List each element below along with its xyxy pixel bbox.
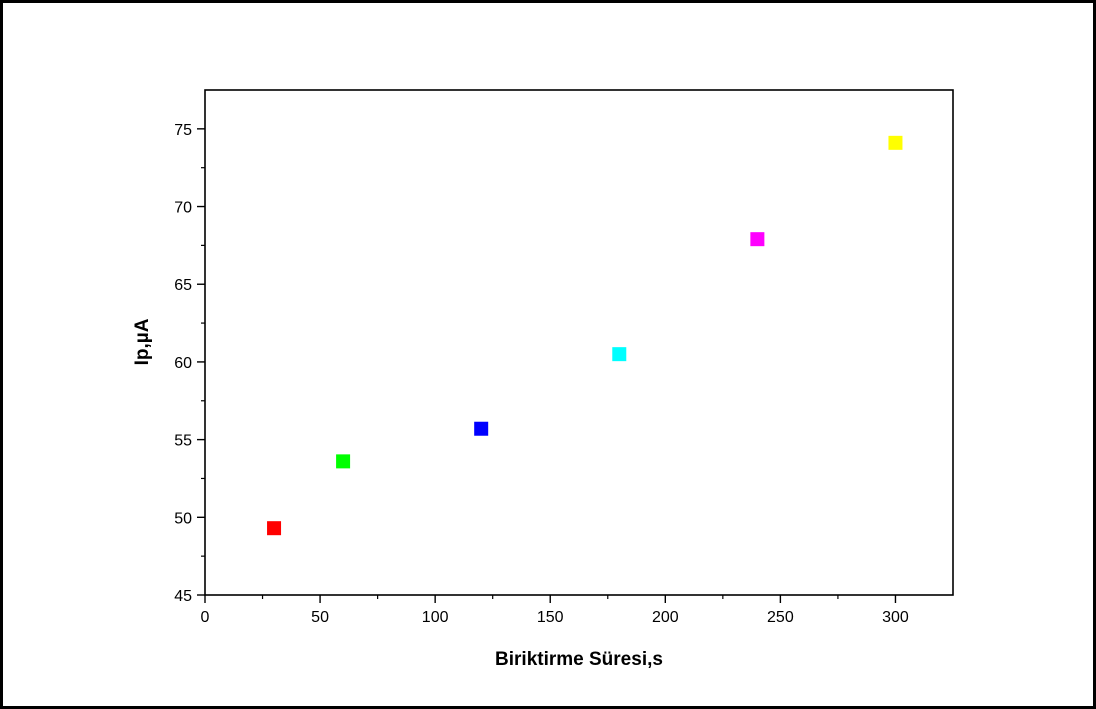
data-point <box>750 232 765 247</box>
data-point <box>612 347 627 362</box>
y-tick-label: 65 <box>174 277 192 294</box>
y-tick-label: 55 <box>174 433 192 450</box>
y-tick-label: 45 <box>174 588 192 605</box>
y-tick-label: 50 <box>174 510 192 527</box>
x-tick-label: 50 <box>311 609 329 626</box>
x-tick-label: 250 <box>767 609 794 626</box>
x-axis-ticks: 0 50 100 150 200 250 300 <box>201 595 909 626</box>
plot-area <box>204 89 954 596</box>
data-point <box>888 135 903 150</box>
data-point <box>474 421 489 436</box>
data-points <box>267 135 903 536</box>
x-tick-label: 300 <box>882 609 909 626</box>
data-point <box>336 454 351 469</box>
x-tick-label: 100 <box>422 609 449 626</box>
y-tick-label: 75 <box>174 122 192 139</box>
data-point <box>267 521 282 536</box>
y-axis-ticks: 45 50 55 60 65 70 75 <box>174 122 205 605</box>
y-tick-label: 60 <box>174 355 192 372</box>
x-axis-title: Biriktirme Süresi,s <box>495 649 663 670</box>
x-tick-label: 200 <box>652 609 679 626</box>
y-axis-title: Ip,µA <box>132 318 153 365</box>
x-tick-label: 0 <box>201 609 210 626</box>
x-tick-label: 150 <box>537 609 564 626</box>
y-tick-label: 70 <box>174 200 192 217</box>
